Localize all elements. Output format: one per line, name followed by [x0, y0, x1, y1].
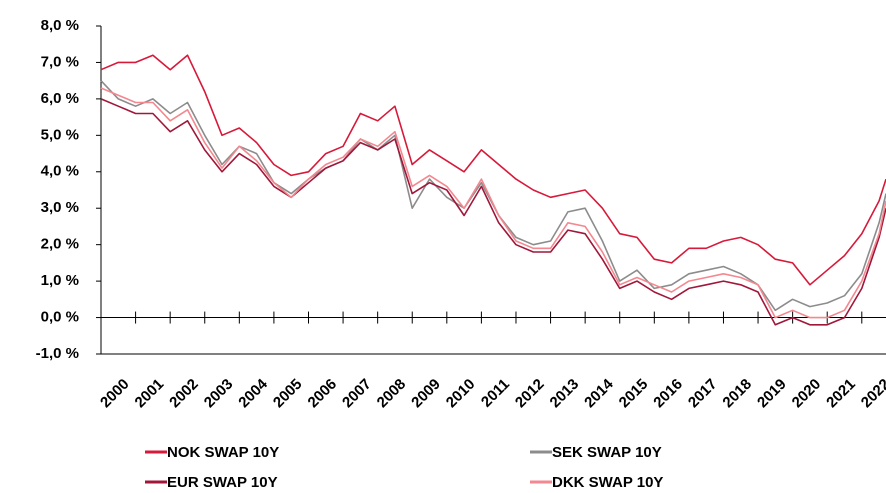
y-tick-label: 1,0 %	[41, 272, 79, 289]
legend-label: EUR SWAP 10Y	[167, 474, 278, 491]
legend-label: DKK SWAP 10Y	[552, 474, 663, 491]
x-tick-label: 2007	[339, 376, 375, 412]
x-tick-label: 2013	[547, 376, 583, 412]
series-line	[100, 87, 886, 319]
x-tick-label: 2011	[478, 376, 513, 411]
x-tick-label: 2022	[858, 376, 886, 412]
x-tick-label: 2019	[754, 376, 790, 412]
series-line	[100, 54, 886, 286]
x-tick-label: 2008	[374, 376, 410, 412]
x-tick-label: 2001	[132, 376, 168, 412]
x-tick-label: 2014	[581, 375, 617, 411]
series-line	[100, 98, 886, 326]
legend-label: SEK SWAP 10Y	[552, 444, 662, 461]
x-tick-label: 2006	[305, 376, 341, 412]
y-tick-label: 6,0 %	[41, 90, 79, 107]
y-tick-label: 2,0 %	[41, 236, 79, 253]
x-tick-label: 2020	[789, 376, 825, 412]
x-tick-label: 2003	[201, 376, 237, 412]
x-tick-label: 2005	[270, 376, 306, 412]
x-tick-label: 2012	[512, 376, 548, 412]
x-tick-label: 2018	[719, 376, 755, 412]
y-tick-label: 7,0 %	[41, 53, 79, 70]
y-tick-label: 0,0 %	[41, 309, 79, 326]
y-tick-label: 3,0 %	[41, 199, 79, 216]
x-tick-label: 2009	[408, 376, 444, 412]
x-tick-label: 2017	[685, 376, 721, 412]
y-tick-label: -1,0 %	[36, 345, 79, 362]
x-tick-label: 2021	[823, 376, 859, 412]
y-tick-label: 8,0 %	[41, 17, 79, 34]
x-tick-label: 2002	[166, 376, 202, 412]
x-tick-label: 2015	[616, 376, 652, 412]
x-tick-label: 2010	[443, 376, 479, 412]
series-line	[100, 80, 886, 312]
legend-label: NOK SWAP 10Y	[167, 444, 279, 461]
x-tick-label: 2000	[97, 376, 133, 412]
x-tick-label: 2004	[235, 375, 271, 411]
x-tick-label: 2016	[650, 376, 686, 412]
y-tick-label: 4,0 %	[41, 163, 79, 180]
y-tick-label: 5,0 %	[41, 126, 79, 143]
